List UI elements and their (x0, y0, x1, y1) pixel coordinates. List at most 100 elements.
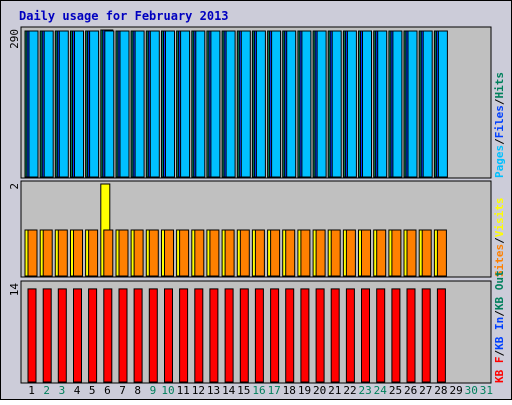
bar-kb-f-day-16 (254, 288, 264, 383)
bar-sites-day-22 (345, 229, 356, 277)
x-tick-label-day-8: 8 (134, 384, 141, 397)
bar-sites-day-2 (42, 229, 53, 277)
legend-entry-files: Files (493, 105, 506, 138)
bar-sites-day-16 (254, 229, 265, 277)
bar-pages-day-22 (346, 30, 357, 178)
x-tick-label-day-25: 25 (389, 384, 402, 397)
bar-kb-f-day-8 (133, 288, 143, 383)
bar-pages-day-21 (331, 30, 342, 178)
bar-kb-f-day-28 (436, 288, 446, 383)
panel-bottom-legend: KB F/KB In/KB Out (493, 270, 506, 383)
legend-entry-hits: Hits (493, 72, 506, 99)
bar-pages-day-8 (134, 30, 145, 178)
legend-entry--: / (493, 237, 506, 244)
legend-entry-visits: Visits (493, 198, 506, 238)
bar-sites-day-10 (164, 229, 174, 277)
bar-kb-f-day-10 (164, 288, 173, 383)
x-tick-label-day-24: 24 (374, 384, 388, 397)
x-tick-label-day-9: 9 (150, 384, 157, 397)
series-pages (28, 30, 448, 178)
legend-entry-kb-f: KB F (493, 357, 506, 384)
bar-pages-day-3 (58, 30, 69, 178)
bar-sites-day-13 (209, 229, 220, 277)
bar-pages-day-28 (437, 30, 448, 178)
bar-kb-f-day-17 (270, 288, 280, 383)
bar-sites-day-20 (315, 229, 326, 277)
bar-kb-f-day-20 (315, 288, 325, 383)
bar-kb-f-day-1 (27, 288, 37, 383)
bar-kb-f-day-22 (345, 288, 355, 383)
bar-sites-day-27 (421, 229, 432, 277)
bar-kb-f-day-26 (406, 288, 416, 383)
legend-entry-sites: Sites (493, 244, 506, 277)
panel-middle: 2 Sites/Visits (8, 180, 506, 278)
series-kb-f (27, 288, 446, 383)
x-tick-label-day-5: 5 (89, 384, 96, 397)
series-sites (27, 229, 447, 277)
bar-sites-day-19 (300, 229, 311, 277)
bar-kb-f-day-9 (148, 288, 158, 383)
x-tick-label-day-23: 23 (358, 384, 371, 397)
bar-sites-day-21 (330, 229, 341, 277)
bar-pages-day-26 (407, 30, 418, 178)
bar-sites-day-8 (133, 229, 144, 277)
x-tick-label-day-30: 30 (465, 384, 478, 397)
bar-kb-f-day-3 (57, 288, 67, 383)
bar-kb-f-day-23 (361, 288, 370, 383)
x-tick-label-day-6: 6 (104, 384, 111, 397)
bar-kb-f-day-12 (194, 288, 204, 383)
bar-sites-day-26 (406, 229, 417, 277)
x-tick-label-day-19: 19 (298, 384, 311, 397)
bar-sites-day-14 (224, 229, 235, 277)
bar-pages-day-16 (255, 30, 266, 178)
bar-pages-day-1 (28, 30, 39, 178)
chart-title: Daily usage for February 2013 (19, 9, 229, 23)
x-tick-label-day-16: 16 (252, 384, 265, 397)
x-tick-label-day-22: 22 (343, 384, 356, 397)
bar-sites-day-11 (179, 229, 190, 277)
legend-entry--: / (493, 98, 506, 105)
x-tick-label-day-2: 2 (43, 384, 50, 397)
x-tick-label-day-11: 11 (177, 384, 190, 397)
bar-pages-day-24 (377, 30, 388, 178)
panel-middle-max-label: 2 (8, 183, 21, 190)
x-tick-label-day-20: 20 (313, 384, 326, 397)
bar-pages-day-11 (180, 30, 191, 178)
bar-kb-f-day-15 (239, 288, 249, 383)
bar-kb-f-day-13 (209, 288, 219, 383)
bar-kb-f-day-14 (224, 288, 234, 383)
x-tick-label-day-14: 14 (222, 384, 236, 397)
bar-kb-f-day-7 (118, 288, 128, 383)
bar-sites-day-17 (270, 229, 281, 277)
x-tick-label-day-7: 7 (119, 384, 126, 397)
bar-pages-day-12 (195, 30, 206, 178)
x-tick-label-day-10: 10 (161, 384, 174, 397)
bar-sites-day-3 (57, 229, 68, 277)
bar-kb-f-day-24 (376, 288, 386, 383)
bar-sites-day-1 (27, 229, 38, 277)
bar-pages-day-19 (301, 30, 312, 178)
bar-sites-day-7 (118, 229, 129, 277)
bar-sites-day-23 (361, 229, 371, 277)
bar-pages-day-2 (43, 30, 54, 178)
bar-kb-f-day-25 (391, 288, 401, 383)
legend-entry--: / (493, 138, 506, 145)
bar-pages-day-18 (286, 30, 297, 178)
x-tick-label-day-12: 12 (192, 384, 205, 397)
legend-entry-kb-out: KB Out (493, 270, 506, 310)
panel-middle-legend: Sites/Visits (493, 198, 506, 278)
x-axis: 1 2 3 4 5 6 7 8 9 10 11 12 13 14 15 16 17 18 19 20 21 22 23 24 2… (28, 384, 493, 397)
bar-kb-f-day-18 (285, 288, 295, 383)
bar-pages-day-15 (240, 30, 251, 178)
bar-kb-f-day-2 (42, 288, 52, 383)
x-tick-label-day-18: 18 (283, 384, 296, 397)
panel-top-max-label: 290 (8, 29, 21, 49)
legend-entry-pages: Pages (493, 145, 506, 178)
bar-pages-day-9 (149, 30, 160, 178)
legend-entry--: / (493, 350, 506, 357)
legend-entry--: / (493, 310, 506, 317)
bar-sites-day-6 (103, 229, 114, 277)
